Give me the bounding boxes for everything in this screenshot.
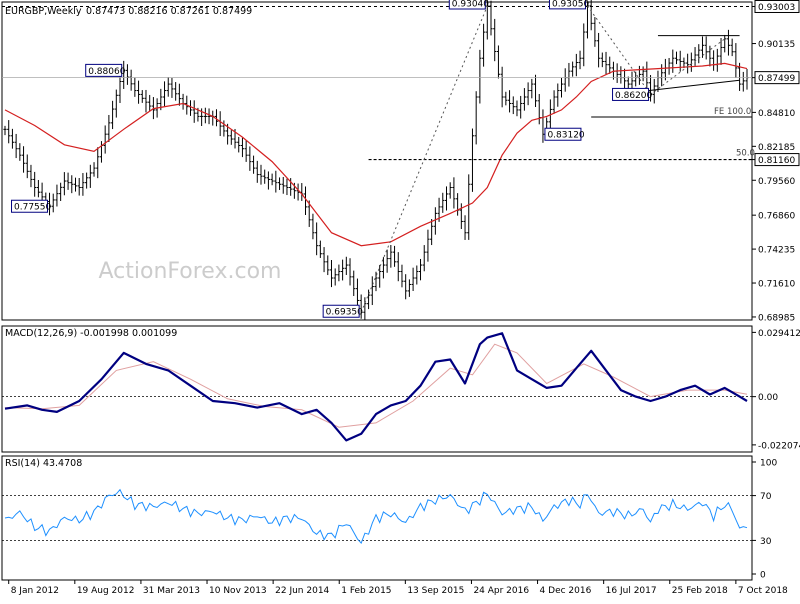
price-annotation-box: [85, 63, 123, 77]
price-annotation-label: 0.83120: [547, 131, 584, 141]
ohlc-values: 0.87473 0.88216 0.87261 0.87499: [86, 6, 252, 17]
macd-axis-label: 0.029412: [758, 329, 800, 339]
x-axis-label: 25 Feb 2018: [672, 586, 728, 596]
rsi-axis-label: 100: [760, 459, 777, 469]
macd-axis-label: -0.022074: [758, 441, 800, 451]
x-axis-label: 1 Feb 2015: [341, 586, 391, 596]
price-annotation-label: 0.88060: [88, 67, 125, 77]
price-axis-label: 0.79560: [758, 177, 795, 187]
x-axis-label: 24 Apr 2016: [473, 586, 529, 596]
x-axis-label: 13 Sep 2015: [407, 586, 464, 596]
macd-axis-label: 0.00: [758, 393, 778, 403]
dotted-trend-up: [360, 5, 488, 313]
x-axis-label: 22 Jun 2014: [275, 586, 329, 596]
macd-title: MACD(12,26,9) -0.001998 0.001099: [5, 328, 177, 339]
moving-average-line: [4, 62, 748, 247]
price-annotation-box: [322, 304, 360, 318]
dotted-trend-down: [587, 5, 651, 95]
price-panel: [1, 1, 753, 321]
x-axis-label: 4 Dec 2016: [540, 586, 592, 596]
x-axis-label: 31 Mar 2013: [143, 586, 200, 596]
x-axis-label: 19 Aug 2012: [77, 586, 135, 596]
watermark: ActionForex.com: [99, 259, 282, 284]
price-axis-label: 0.87499: [758, 74, 795, 84]
price-annotation-label: 0.69350: [326, 308, 363, 318]
rsi-axis-label: 0: [760, 571, 766, 581]
price-annotation-box: [548, 0, 586, 10]
chart-title: EURGBP,Weekly: [5, 6, 82, 17]
price-annotation-box: [11, 199, 49, 213]
price-axis-label: 0.90135: [758, 40, 795, 50]
price-axis-label: 0.81160: [758, 156, 795, 166]
price-axis-label: 0.93003: [758, 3, 795, 13]
price-axis-label: 0.74235: [758, 246, 795, 256]
price-axis-label: 0.68985: [758, 313, 795, 323]
price-annotation-label: 0.77550: [14, 203, 51, 213]
price-annotation-label: 0.86200: [615, 91, 652, 101]
price-annotation-label: 0.93040: [452, 0, 489, 10]
x-axis-label: 10 Nov 2013: [209, 586, 267, 596]
fe-level-label: FE 100.0: [714, 107, 751, 117]
rsi-panel: [1, 455, 753, 581]
rsi-axis-label: 70: [760, 492, 772, 502]
rsi-line: [4, 488, 748, 545]
price-annotation-box: [544, 127, 582, 141]
price-annotation-box: [448, 0, 486, 10]
macd-signal-line: [4, 343, 748, 428]
price-axis-box: [754, 71, 800, 85]
rsi-axis-label: 30: [760, 537, 772, 547]
x-axis-label: 7 Oct 2018: [738, 586, 788, 596]
x-axis-label: 8 Jan 2012: [11, 586, 59, 596]
macd-panel: [1, 325, 753, 453]
price-axis-label: 0.82185: [758, 143, 795, 153]
price-annotation-label: 0.93050: [552, 0, 589, 9]
price-annotation-box: [612, 87, 650, 101]
price-axis-box: [754, 153, 800, 167]
price-axis-label: 0.71610: [758, 280, 795, 290]
macd-line: [4, 332, 748, 442]
level-50-tag: 50.0: [736, 149, 755, 159]
rsi-title: RSI(14) 43.4708: [5, 458, 82, 469]
dotted-trend-up-2: [650, 38, 726, 95]
price-axis-label: 0.76860: [758, 212, 795, 222]
price-axis-box: [754, 0, 800, 13]
price-axis-label: 0.84810: [758, 109, 795, 119]
x-axis-label: 16 Jul 2017: [606, 586, 657, 596]
